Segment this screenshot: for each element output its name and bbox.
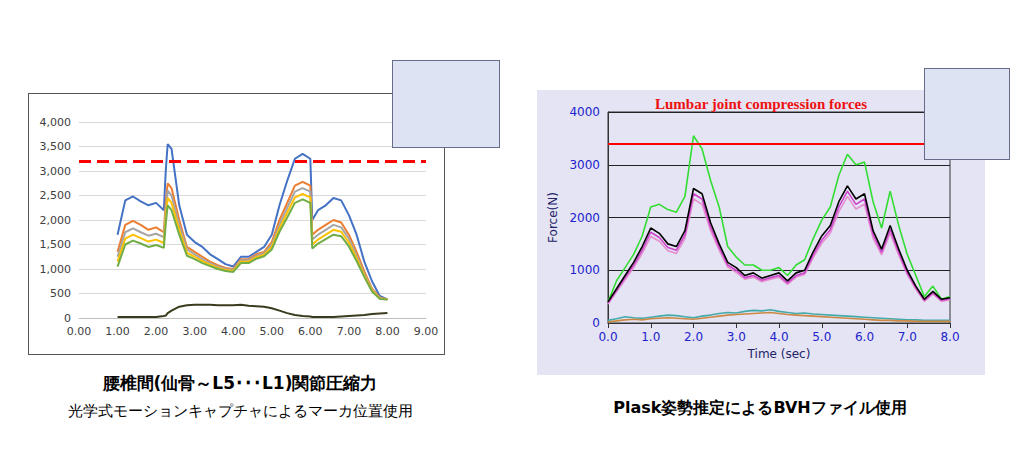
svg-text:3000: 3000 (569, 158, 600, 172)
svg-text:2,500: 2,500 (40, 189, 72, 202)
svg-text:0: 0 (592, 316, 600, 330)
svg-text:Force(N): Force(N) (546, 192, 560, 243)
svg-text:Time (sec): Time (sec) (747, 347, 811, 361)
svg-text:5.00: 5.00 (260, 325, 285, 338)
svg-text:3.00: 3.00 (182, 325, 207, 338)
svg-text:0: 0 (64, 312, 71, 325)
svg-text:6.00: 6.00 (298, 325, 323, 338)
svg-text:7.00: 7.00 (337, 325, 362, 338)
svg-text:4.00: 4.00 (221, 325, 246, 338)
svg-text:2000: 2000 (569, 211, 600, 225)
svg-text:1000: 1000 (569, 263, 600, 277)
html-text:腰椎間(仙骨～L5･･･L1)関節圧縮力: 腰椎間(仙骨～L5･･･L1)関節圧縮力 (102, 373, 378, 393)
svg-text:2.00: 2.00 (144, 325, 169, 338)
svg-text:7.0: 7.0 (898, 330, 917, 344)
html-text:Plask姿勢推定によるBVHファイル使用: Plask姿勢推定によるBVHファイル使用 (613, 398, 907, 417)
svg-text:1,000: 1,000 (40, 263, 72, 276)
svg-text:3,500: 3,500 (40, 140, 72, 153)
svg-text:1.00: 1.00 (105, 325, 130, 338)
svg-text:6.0: 6.0 (855, 330, 874, 344)
svg-text:8.00: 8.00 (375, 325, 400, 338)
svg-text:2.0: 2.0 (684, 330, 703, 344)
svg-text:3,000: 3,000 (40, 165, 72, 178)
svg-text:Lumbar joint compression force: Lumbar joint compression forces (655, 96, 867, 112)
svg-text:500: 500 (50, 287, 71, 300)
svg-text:4,000: 4,000 (40, 116, 72, 129)
svg-text:8.0: 8.0 (940, 330, 959, 344)
svg-text:4.0: 4.0 (769, 330, 788, 344)
svg-text:3.0: 3.0 (727, 330, 746, 344)
svg-text:5.0: 5.0 (812, 330, 831, 344)
svg-text:2,000: 2,000 (40, 214, 72, 227)
svg-text:0.0: 0.0 (598, 330, 617, 344)
svg-text:1.0: 1.0 (641, 330, 660, 344)
html-text:光学式モーションキャプチャによるマーカ位置使用: 光学式モーションキャプチャによるマーカ位置使用 (67, 402, 413, 420)
svg-text:0.00: 0.00 (67, 325, 92, 338)
svg-text:4000: 4000 (569, 105, 600, 119)
svg-text:9.00: 9.00 (414, 325, 439, 338)
svg-text:1,500: 1,500 (40, 238, 72, 251)
